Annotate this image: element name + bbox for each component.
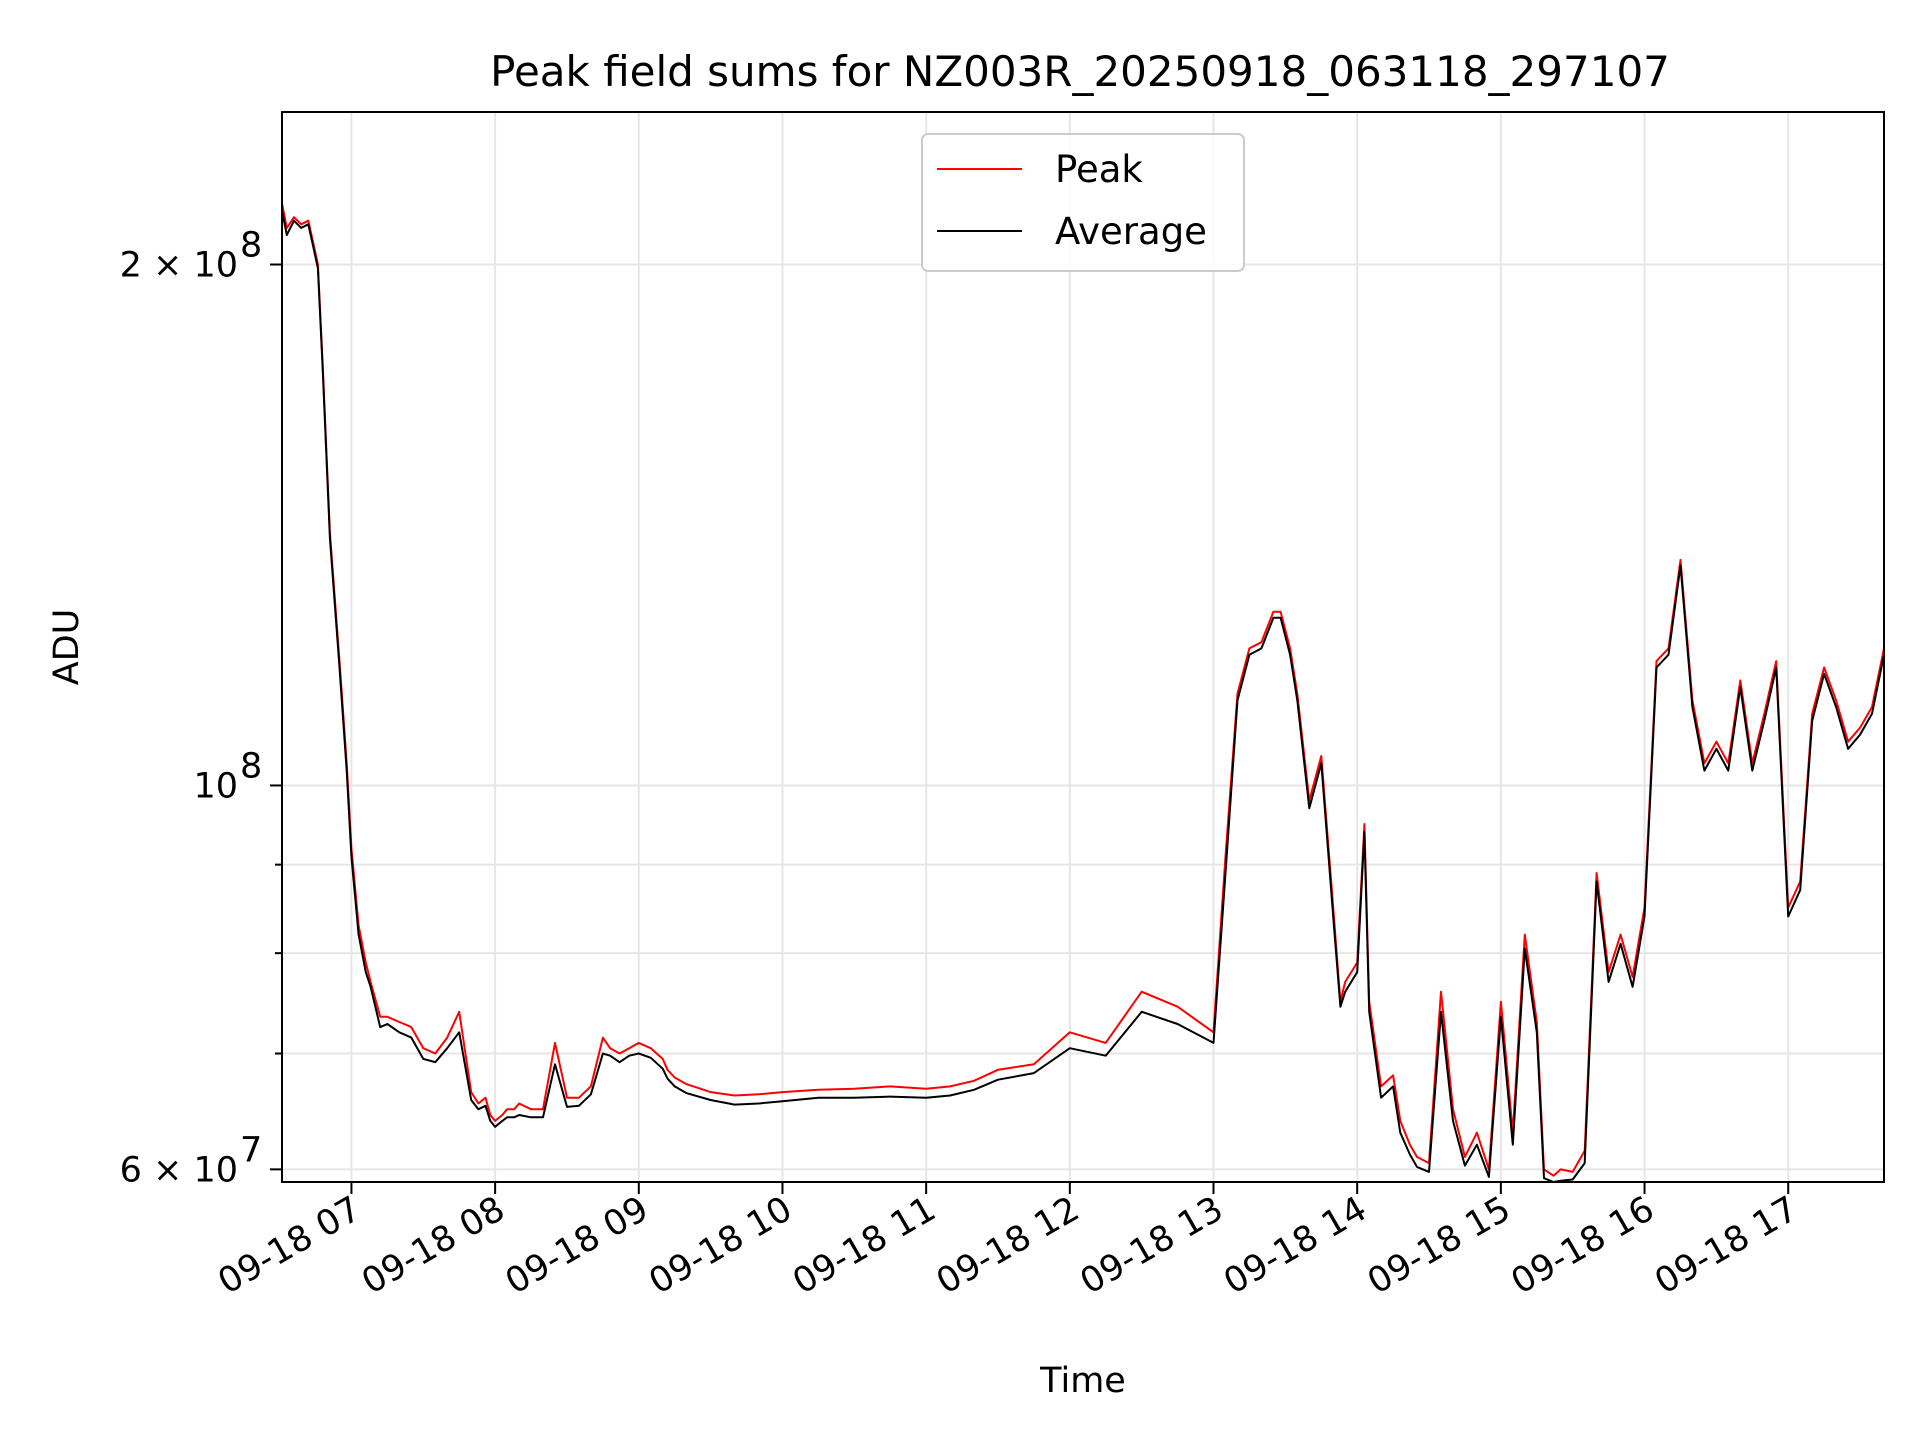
legend-average-label: Average [1055,210,1207,253]
y-tick-label: 10 [193,766,238,806]
y-tick-exponent: 7 [240,1130,262,1170]
legend: Peak Average [921,133,1245,272]
series-line-peak [282,203,1884,1177]
plot-frame [281,111,1885,1183]
chart-title: Peak field sums for NZ003R_20250918_0631… [490,47,1670,96]
y-tick-label: 6 × 10 [120,1150,238,1190]
y-tick-exponent: 8 [240,226,262,266]
y-tick-label: 2 × 10 [120,246,238,286]
legend-peak-label: Peak [1055,148,1143,191]
x-axis-label: Time [1039,1361,1126,1401]
series-layer [282,203,1884,1182]
y-axis: 6 × 10 710 82 × 10 8 [120,226,282,1190]
y-axis-label: ADU [47,609,87,686]
series-line-average [282,210,1884,1182]
y-tick-exponent: 8 [240,746,262,786]
